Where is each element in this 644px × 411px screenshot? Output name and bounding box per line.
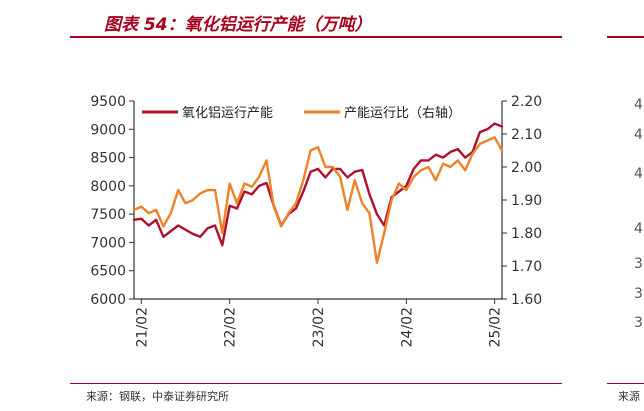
y-tick-label: 8500	[90, 151, 126, 167]
y-tick-label: 7000	[90, 235, 126, 251]
y2-tick-label: 2.10	[511, 127, 542, 143]
y2-tick-label: 2.20	[511, 94, 542, 110]
y-tick-label: 9500	[90, 94, 126, 110]
x-tick-label: 22/02	[223, 307, 239, 347]
legend: 氧化铝运行产能 产能运行比（右轴）	[142, 106, 461, 121]
right-panel-tick-digit: 4	[634, 166, 643, 182]
x-tick-label: 21/02	[134, 307, 150, 347]
y-tick-label: 7500	[90, 207, 126, 223]
y-tick-label: 6500	[90, 264, 126, 280]
right-panel-tick-digit: 4	[634, 97, 643, 113]
y2-tick-label: 2.00	[511, 160, 542, 176]
series-line-utilization	[132, 136, 504, 264]
source-note: 来源：钢联，中泰证券研究所	[86, 390, 229, 403]
title-rule	[70, 36, 562, 38]
right-panel-tick-digit: 4	[634, 221, 643, 237]
chart: 9500 9000 8500 8000 7500 7000 6500 6000 2.20 2.10…	[90, 94, 643, 347]
y2-tick-label: 1.90	[511, 193, 542, 209]
x-tick-label: 25/02	[488, 307, 504, 347]
plot-area: 9500 9000 8500 8000 7500 7000 6500 6000 2.20 2.10…	[90, 94, 542, 347]
right-panel-tick-digit: 4	[634, 127, 643, 143]
y2-tick-label: 1.80	[511, 226, 542, 242]
chart-title: 图表 54：氧化铝运行产能（万吨）	[104, 15, 372, 35]
right-panel-clipped-axis: 4 4 4 4 3 3 3	[634, 97, 643, 331]
legend-label-capacity: 氧化铝运行产能	[182, 106, 273, 121]
x-tick-label: 24/02	[399, 307, 415, 347]
x-tick-label: 23/02	[311, 307, 327, 347]
right-panel-title-rule	[607, 36, 644, 38]
right-panel-source-fragment: 来源	[618, 390, 640, 403]
y-tick-label: 9000	[90, 122, 126, 138]
y2-tick-label: 1.60	[511, 292, 542, 308]
y2-tick-label: 1.70	[511, 259, 542, 275]
right-panel-source-rule	[607, 383, 644, 384]
y-tick-label: 8000	[90, 179, 126, 195]
right-panel-tick-digit: 3	[634, 315, 643, 331]
legend-label-utilization: 产能运行比（右轴）	[344, 106, 461, 121]
y-tick-label: 6000	[90, 292, 126, 308]
right-panel-tick-digit: 3	[634, 256, 643, 272]
right-panel-tick-digit: 3	[634, 286, 643, 302]
series-line-capacity	[132, 122, 504, 247]
source-rule	[70, 383, 562, 384]
